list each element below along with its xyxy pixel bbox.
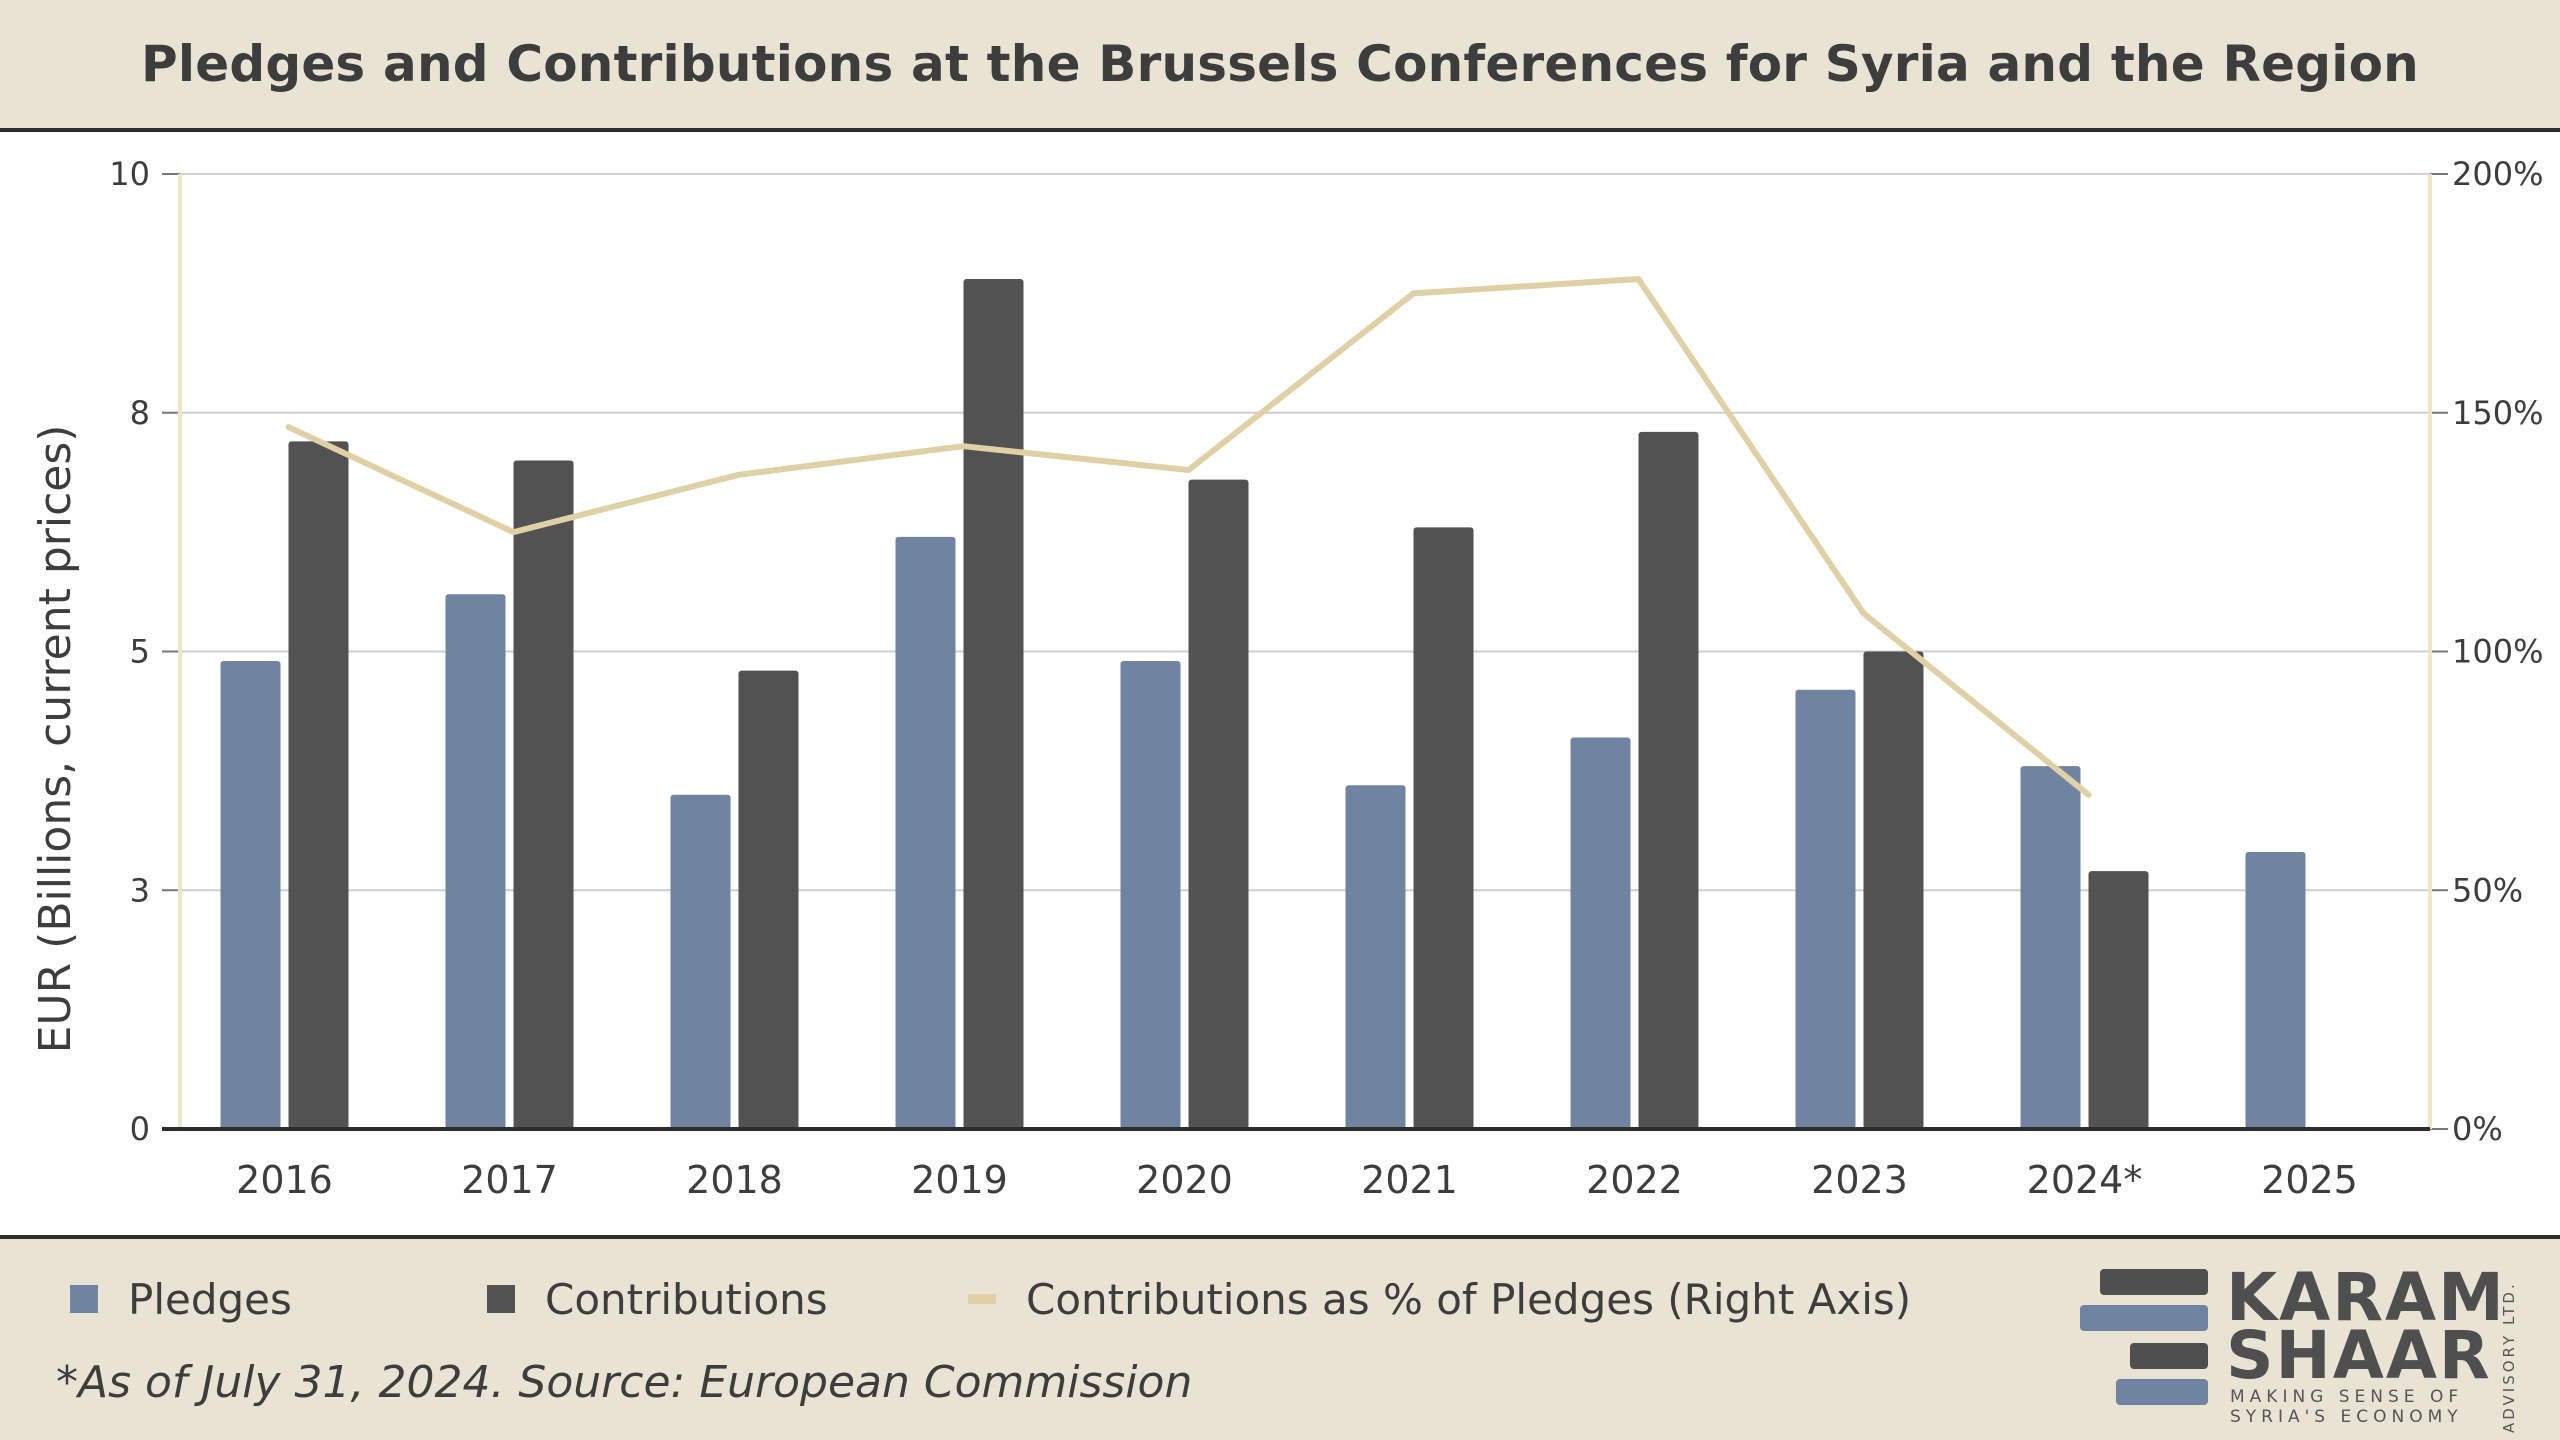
y2-tick-label: 100%	[2452, 633, 2543, 671]
ratio-point	[1185, 467, 1192, 474]
y-tick-label: 5	[130, 633, 150, 671]
x-tick-label: 2018	[686, 1158, 783, 1202]
bar-contributions-2017	[513, 460, 574, 1129]
x-tick-label: 2021	[1361, 1158, 1458, 1202]
chart-title: Pledges and Contributions at the Brussel…	[141, 35, 2419, 93]
bar-pledges-2018	[670, 794, 731, 1129]
y-tick-label: 8	[130, 394, 150, 432]
legend-item-pledges: Pledges	[70, 1269, 292, 1329]
logo-word-karam: KARAM	[2226, 1259, 2506, 1336]
logo-side-text: ADVISORY LTD.	[2500, 1281, 2518, 1433]
bar-pledges-2016	[220, 661, 281, 1129]
legend-item-contributions: Contributions	[487, 1269, 828, 1329]
x-tick-label: 2019	[911, 1158, 1008, 1202]
logo-bar-4	[2116, 1379, 2208, 1405]
bar-pledges-2020	[1120, 661, 1181, 1129]
karam-shaar-logo: KARAM SHAAR MAKING SENSE OF SYRIA'S ECON…	[2080, 1265, 2540, 1435]
bar-contributions-2021	[1413, 527, 1474, 1129]
bar-pledges-2024	[2020, 766, 2081, 1129]
title-band: Pledges and Contributions at the Brussel…	[0, 0, 2560, 132]
bar-contributions-2024	[2088, 871, 2149, 1129]
legend-item-ratio: Contributions as % of Pledges (Right Axi…	[968, 1269, 1911, 1329]
bar-contributions-2018	[738, 670, 799, 1129]
logo-tagline-2: SYRIA'S ECONOMY	[2230, 1407, 2463, 1427]
bar-pledges-2019	[895, 536, 956, 1129]
ratio-point	[1635, 276, 1642, 283]
legend-swatch-ratio	[968, 1294, 996, 1304]
legend-label-contributions: Contributions	[545, 1274, 828, 1324]
logo-bar-3	[2130, 1343, 2208, 1369]
bars	[220, 279, 2306, 1130]
ratio-point	[960, 443, 967, 450]
ratio-point	[1860, 610, 1867, 617]
logo-word-shaar: SHAAR	[2226, 1317, 2492, 1394]
y-tick-label: 0	[130, 1110, 150, 1148]
y-tick-label: 3	[130, 871, 150, 909]
ratio-point	[2085, 791, 2092, 798]
bar-pledges-2025	[2245, 852, 2306, 1129]
bar-pledges-2023	[1795, 689, 1856, 1129]
ratio-point	[735, 471, 742, 478]
y-axis-title: EUR (Billions, current prices)	[30, 425, 81, 1054]
y2-tick-label: 0%	[2452, 1110, 2503, 1148]
x-tick-label: 2025	[2261, 1158, 2358, 1202]
logo-bar-1	[2100, 1269, 2208, 1295]
bar-contributions-2023	[1863, 651, 1924, 1129]
bar-pledges-2017	[445, 594, 506, 1129]
ratio-point	[1410, 290, 1417, 297]
bar-contributions-2022	[1638, 431, 1699, 1130]
ratio-point	[510, 529, 517, 536]
x-tick-label: 2020	[1136, 1158, 1233, 1202]
x-tick-label: 2023	[1811, 1158, 1908, 1202]
x-tick-label: 2022	[1586, 1158, 1683, 1202]
footer-band: Pledges Contributions Contributions as %…	[0, 1235, 2560, 1440]
source-note: *As of July 31, 2024. Source: European C…	[56, 1357, 1193, 1408]
y2-tick-label: 200%	[2452, 155, 2543, 193]
y2-tick-label: 150%	[2452, 394, 2543, 432]
logo-tagline-1: MAKING SENSE OF	[2230, 1387, 2464, 1407]
x-tick-label: 2016	[236, 1158, 333, 1202]
bar-pledges-2022	[1570, 737, 1631, 1129]
bar-pledges-2021	[1345, 785, 1406, 1129]
legend-swatch-pledges	[70, 1285, 98, 1313]
legend-swatch-contributions	[487, 1285, 515, 1313]
bar-contributions-2016	[288, 441, 349, 1129]
x-tick-label: 2017	[461, 1158, 558, 1202]
bar-contributions-2020	[1188, 479, 1249, 1130]
legend-label-pledges: Pledges	[128, 1274, 292, 1324]
logo-bar-2	[2080, 1305, 2208, 1331]
bar-contributions-2019	[963, 279, 1024, 1129]
legend-label-ratio: Contributions as % of Pledges (Right Axi…	[1026, 1274, 1912, 1324]
ratio-point	[285, 424, 292, 431]
y-tick-label: 10	[109, 155, 150, 193]
x-tick-label: 2024*	[2027, 1158, 2143, 1202]
ratio-line-layer	[285, 276, 2092, 798]
y2-tick-label: 50%	[2452, 871, 2523, 909]
